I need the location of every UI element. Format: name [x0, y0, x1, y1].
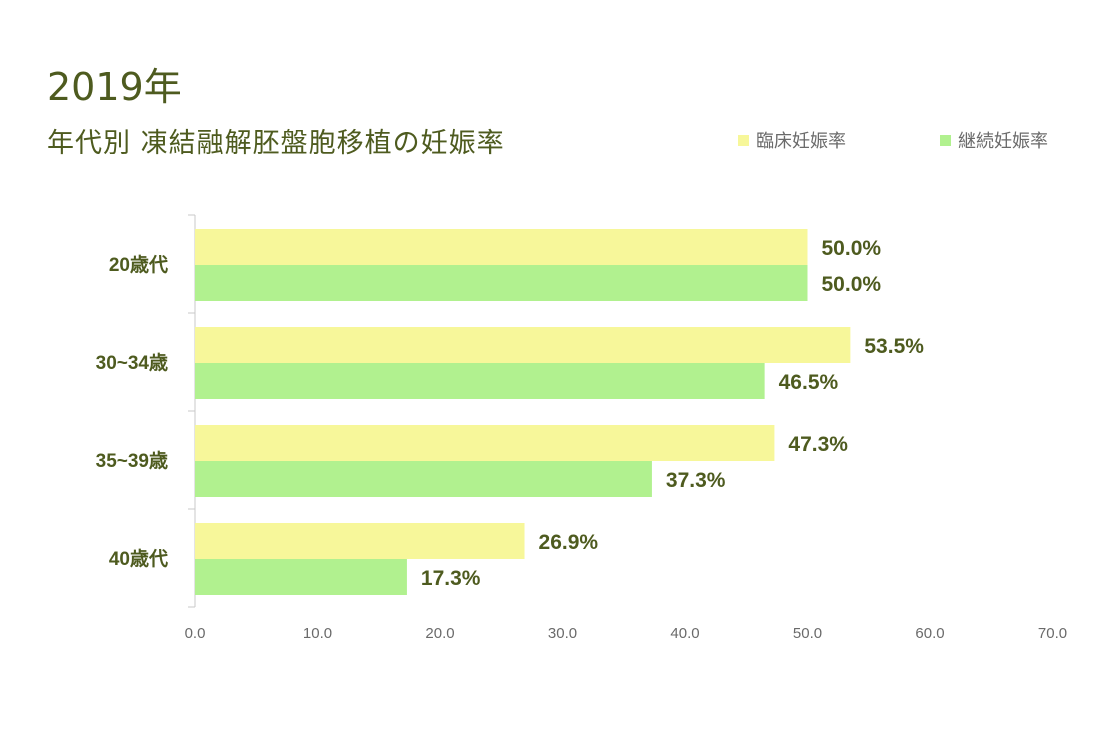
category-label: 30~34歳 — [96, 352, 168, 374]
x-tick-label: 40.0 — [670, 625, 699, 642]
data-label: 53.5% — [864, 335, 924, 358]
data-label: 50.0% — [822, 273, 882, 296]
chart-title: 年代別 凍結融解胚盤胞移植の妊娠率 — [47, 128, 505, 159]
bar — [195, 559, 407, 595]
bar — [195, 327, 851, 363]
data-label: 26.9% — [539, 531, 599, 554]
bar — [195, 523, 525, 559]
x-tick-label: 50.0 — [793, 625, 822, 642]
category-label: 40歳代 — [109, 548, 168, 570]
legend-label-ongoing: 継続妊娠率 — [958, 131, 1048, 152]
category-label: 35~39歳 — [96, 450, 168, 472]
data-label: 47.3% — [788, 433, 848, 456]
chart-year: 2019年 — [47, 65, 182, 109]
x-tick-label: 60.0 — [915, 625, 944, 642]
data-label: 46.5% — [779, 371, 839, 394]
data-label: 50.0% — [822, 237, 882, 260]
x-tick-label: 20.0 — [425, 625, 454, 642]
category-label: 20歳代 — [109, 254, 168, 276]
bar — [195, 229, 808, 265]
x-tick-label: 0.0 — [185, 625, 206, 642]
legend-item-ongoing: 継続妊娠率 — [940, 127, 1048, 153]
legend-label-clinical: 臨床妊娠率 — [756, 131, 846, 152]
x-tick-label: 10.0 — [303, 625, 332, 642]
bar — [195, 363, 765, 399]
bar — [195, 425, 775, 461]
x-tick-label: 30.0 — [548, 625, 577, 642]
data-label: 17.3% — [421, 567, 481, 590]
legend-swatch-ongoing — [940, 134, 951, 146]
x-tick-label: 70.0 — [1038, 625, 1067, 642]
data-label: 37.3% — [666, 469, 726, 492]
legend-item-clinical: 臨床妊娠率 — [738, 127, 846, 153]
legend-swatch-clinical — [738, 134, 749, 146]
bar — [195, 265, 808, 301]
bar — [195, 461, 652, 497]
